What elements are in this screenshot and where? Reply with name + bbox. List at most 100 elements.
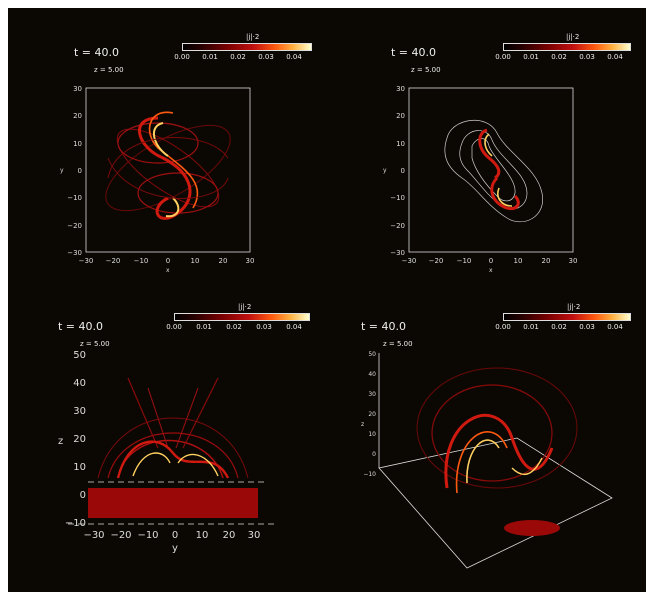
y-tick-label: 10 <box>73 140 82 148</box>
figure-frame: t = 40.0 z = 5.00 |j|·2 0.00 0.01 0.02 0… <box>8 8 646 592</box>
field-line <box>175 387 199 449</box>
z-tick-label: 10 <box>368 431 376 438</box>
y-tick-label: −10 <box>67 194 82 202</box>
x-tick-label: −30 <box>79 257 94 265</box>
y-tick-label: −10 <box>137 530 158 541</box>
current-sheet-hot <box>484 133 493 157</box>
y-tick-label: −20 <box>67 222 82 230</box>
z-axis-label: z <box>58 436 63 447</box>
current-sheet-line <box>478 128 501 180</box>
z-label: z = 5.00 <box>383 340 413 348</box>
y-tick-label: 20 <box>396 112 405 120</box>
colorbar-tick: 0.04 <box>286 323 302 331</box>
y-tick-label: −30 <box>390 249 405 257</box>
photosphere-region <box>88 488 258 518</box>
current-sheet <box>444 413 554 489</box>
colorbar-label: |j|·2 <box>246 33 260 41</box>
current-sheet-hot <box>132 452 171 477</box>
current-sheet-line <box>490 176 520 211</box>
z-tick-label: 40 <box>73 378 86 389</box>
colorbar-tick: 0.02 <box>226 323 242 331</box>
field-line <box>416 367 578 489</box>
field-line <box>107 432 239 479</box>
y-axis-label: y <box>60 167 64 174</box>
colorbar-tick: 0.03 <box>579 323 595 331</box>
x-tick-label: 30 <box>246 257 255 265</box>
time-label: t = 40.0 <box>361 320 407 333</box>
z-tick-label: 0 <box>80 490 86 501</box>
field-line <box>127 377 159 449</box>
z-ticks: 50 40 30 20 10 0 −10 <box>363 351 376 478</box>
colorbar-tick: 0.03 <box>256 323 272 331</box>
panel-bottom-right: t = 40.0 z = 5.00 |j|·2 0.00 0.01 0.02 0… <box>327 298 646 592</box>
y-ticks: 30 20 10 0 −10 −20 −30 <box>390 85 405 257</box>
colorbar <box>174 313 310 321</box>
z-label: z = 5.00 <box>94 66 124 74</box>
x-tick-label: −30 <box>402 257 417 265</box>
colorbar-tick: 0.00 <box>166 323 182 331</box>
panel-top-left: t = 40.0 z = 5.00 |j|·2 0.00 0.01 0.02 0… <box>8 8 327 298</box>
z-tick-label: 30 <box>368 391 376 398</box>
x-tick-label: 20 <box>542 257 551 265</box>
y-tick-label: 30 <box>73 85 82 93</box>
current-sheet <box>138 116 192 220</box>
x-ticks: −30 −20 −10 0 10 20 30 <box>402 257 578 265</box>
colorbar-tick: 0.01 <box>523 323 539 331</box>
current-sheet-hot <box>153 122 169 157</box>
field-line <box>107 157 229 199</box>
field-lines <box>416 367 578 494</box>
colorbar-tick: 0.04 <box>286 53 302 61</box>
colorbar-label: |j|·2 <box>567 303 581 311</box>
y-tick-label: −30 <box>83 530 104 541</box>
y-tick-label: 0 <box>401 167 405 175</box>
colorbar-tick: 0.00 <box>174 53 190 61</box>
field-lines <box>105 111 231 220</box>
y-tick-label: −30 <box>67 249 82 257</box>
contour-line <box>444 119 543 223</box>
colorbar <box>503 313 631 321</box>
current-sheet <box>116 440 230 479</box>
x-axis-label: x <box>166 267 170 274</box>
y-tick-label: −20 <box>390 222 405 230</box>
colorbar-label: |j|·2 <box>566 33 580 41</box>
z-tick-label: 20 <box>73 434 86 445</box>
y-tick-label: 20 <box>223 530 236 541</box>
z-tick-label: 40 <box>368 371 376 378</box>
colorbar-label: |j|·2 <box>238 303 252 311</box>
colorbar-tick: 0.02 <box>230 53 246 61</box>
x-tick-label: 10 <box>191 257 200 265</box>
field-line <box>97 417 249 479</box>
z-ticks: 50 40 30 20 10 0 −10 <box>65 350 86 529</box>
y-axis-label: y <box>383 167 387 174</box>
x-tick-label: 20 <box>219 257 228 265</box>
x-tick-label: −10 <box>457 257 472 265</box>
colorbar-tick: 0.00 <box>495 53 511 61</box>
contour-line <box>459 130 528 210</box>
current-sheet <box>455 431 508 494</box>
colorbar-tick: 0.04 <box>607 323 623 331</box>
z-label: z = 5.00 <box>80 340 110 348</box>
contours <box>444 119 543 223</box>
z-tick-label: 50 <box>368 351 376 358</box>
plot-box <box>85 87 251 253</box>
current-sheet-hot <box>177 453 219 477</box>
field-line <box>147 387 169 449</box>
colorbar-tick: 0.01 <box>202 53 218 61</box>
x-tick-label: 30 <box>569 257 578 265</box>
current-sheet <box>478 128 520 211</box>
colorbar <box>182 43 312 51</box>
current-sheet-hot <box>497 187 513 207</box>
field-line <box>107 137 229 179</box>
field-lines <box>97 377 249 479</box>
time-label: t = 40.0 <box>391 46 437 59</box>
time-label: t = 40.0 <box>74 46 120 59</box>
x-tick-label: −10 <box>134 257 149 265</box>
y-ticks: 30 20 10 0 −10 −20 −30 <box>67 85 82 257</box>
y-tick-label: 30 <box>248 530 261 541</box>
x-ticks: −30 −20 −10 0 10 20 30 <box>79 257 255 265</box>
z-tick-label: 50 <box>73 350 86 361</box>
footpoint-region <box>504 520 560 536</box>
z-label: z = 5.00 <box>411 66 441 74</box>
current-sheet-hot <box>466 439 500 484</box>
